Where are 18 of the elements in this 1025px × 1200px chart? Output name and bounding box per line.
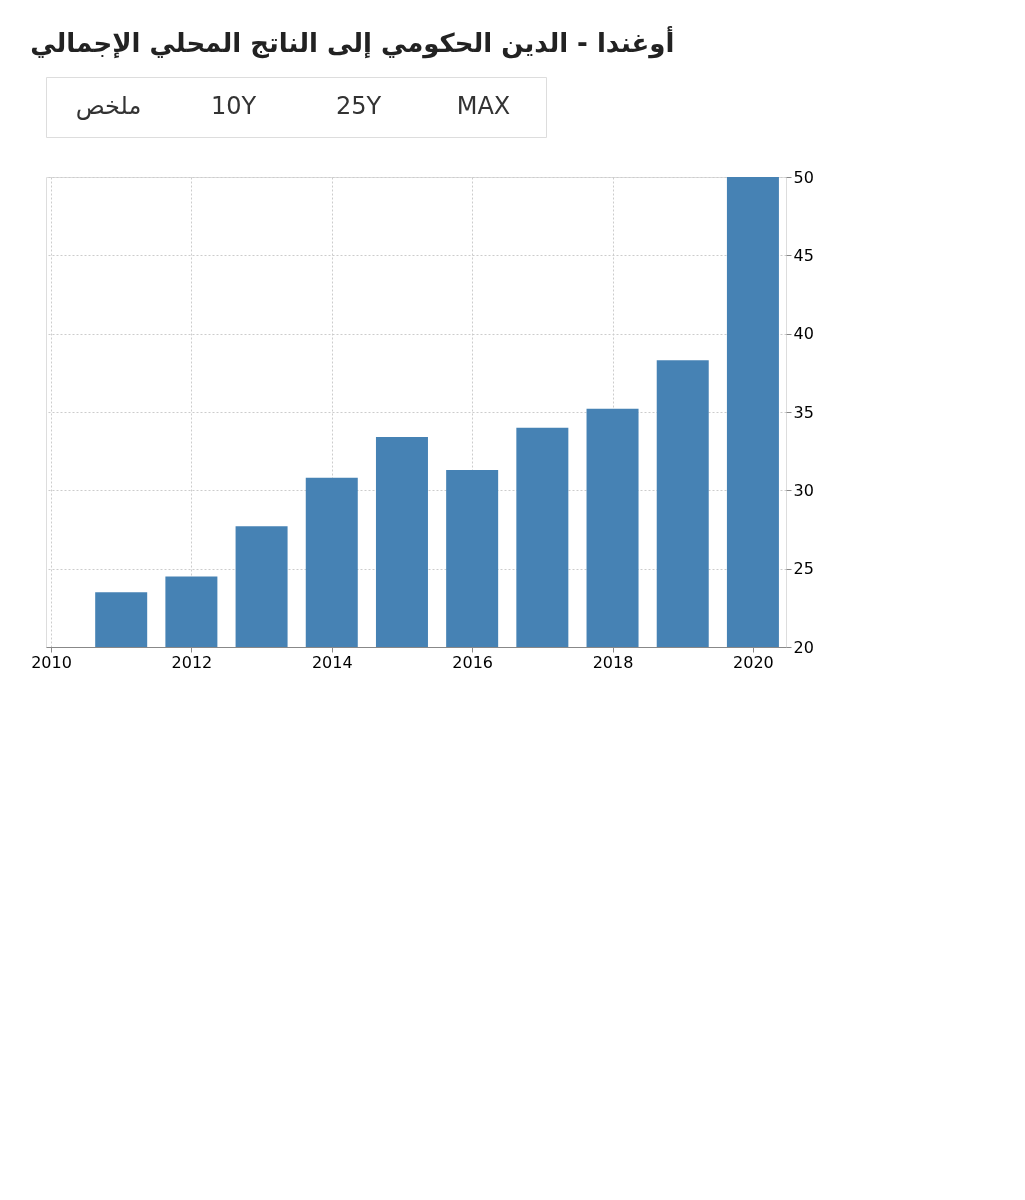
text: MAX [456,92,511,120]
y-tick-label: 45 [793,245,814,265]
x-tick-label: 2020 [733,652,774,672]
x-tick-label: 2016 [452,652,494,672]
y-tick-label: 25 [793,559,814,579]
y-tick-label: 20 [793,637,814,657]
x-tick-label: 2014 [311,652,353,672]
y-tick-label: 40 [793,324,814,344]
y-tick-label: 35 [793,402,814,422]
text: 25Y [335,92,382,120]
x-tick-label: 2018 [592,652,634,672]
y-tick-label: 50 [793,167,814,187]
text: ملخص [75,92,142,120]
text: 10Y [210,92,257,120]
x-tick-label: 2010 [31,652,72,672]
chart-title: أوغندا - الدين الحكومي إلى الناتج المحلي الإجمالي [30,25,675,59]
x-tick-label: 2012 [171,652,213,672]
y-tick-label: 30 [793,480,814,500]
